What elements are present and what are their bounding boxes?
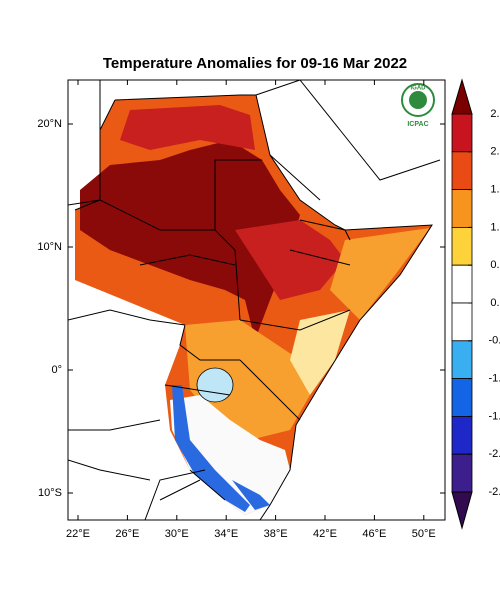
lake-victoria — [196, 367, 234, 403]
country-borders — [68, 80, 441, 520]
x-tick-label: 22°E — [66, 528, 90, 540]
colorbar-label: 2.5 — [490, 108, 500, 120]
y-tick-label: 0° — [51, 364, 62, 376]
cold-zone — [172, 385, 270, 512]
x-tick-label: 30°E — [165, 528, 189, 540]
colorbar-box — [451, 415, 473, 455]
colorbar-label: 0.5 — [490, 259, 500, 271]
logo: IGAD ICPAC — [401, 83, 435, 128]
x-tick-label: 46°E — [362, 528, 386, 540]
warm-zone — [120, 105, 345, 300]
logo-globe — [409, 91, 427, 109]
x-tick-label: 42°E — [313, 528, 337, 540]
cool-zone — [170, 395, 290, 515]
x-tick-label: 26°E — [115, 528, 139, 540]
y-tick-label: 10°S — [38, 487, 62, 499]
x-tick-label: 38°E — [264, 528, 288, 540]
logo-bottom: ICPAC — [407, 121, 428, 128]
map: IGAD ICPAC — [67, 79, 446, 521]
colorbar-end — [451, 78, 473, 115]
neutral-zone — [290, 310, 350, 395]
colorbar-box — [451, 113, 473, 153]
coastline — [114, 94, 433, 520]
x-tick-label: 50°E — [412, 528, 436, 540]
map-title: Temperature Anomalies for 09-16 Mar 2022 — [103, 55, 407, 72]
x-tick-label: 34°E — [214, 528, 238, 540]
colorbar-label: -2.5 — [489, 486, 500, 498]
hot-zone — [80, 140, 300, 340]
colorbar-box — [451, 302, 473, 342]
colorbar-label: -1.5 — [489, 410, 500, 422]
colorbar-end — [451, 491, 473, 530]
colorbar-label: 2.0 — [490, 146, 500, 158]
map-frame — [67, 79, 446, 521]
mild-zone — [185, 228, 430, 440]
colorbar-label: 1.5 — [490, 184, 500, 196]
y-tick-label: 20°N — [37, 118, 62, 130]
colorbar-label: 0.0 — [490, 297, 500, 309]
colorbar-box — [451, 264, 473, 304]
colorbar-box — [451, 226, 473, 266]
colorbar-box — [451, 189, 473, 228]
colorbar-label: -0.5 — [489, 335, 500, 347]
y-tick-label: 10°N — [37, 241, 62, 253]
colorbar-box — [451, 378, 473, 417]
colorbar-box — [451, 340, 473, 379]
colorbar-box — [451, 453, 473, 493]
colorbar-box — [451, 151, 473, 191]
colorbar-label: -1.0 — [489, 373, 500, 385]
colorbar-label: -2.0 — [489, 448, 500, 460]
logo-top: IGAD — [411, 86, 427, 92]
colorbar-label: 1.0 — [490, 221, 500, 233]
